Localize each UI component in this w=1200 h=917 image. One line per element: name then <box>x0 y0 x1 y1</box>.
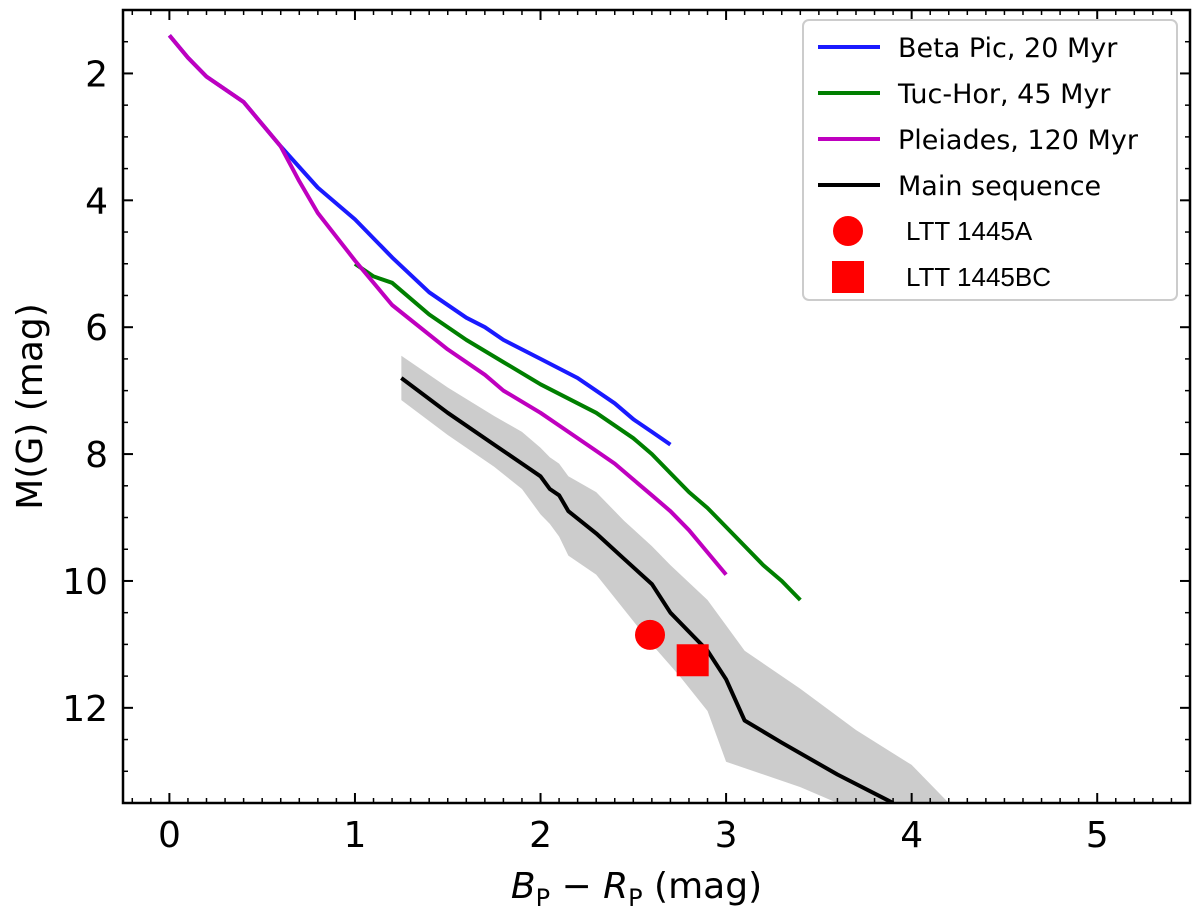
y-axis-label: M(G) (mag) <box>10 303 51 510</box>
x-tick-label: 5 <box>1086 815 1109 856</box>
legend-label-ltt-1445a: LTT 1445A <box>906 216 1033 246</box>
plot-content <box>167 34 949 803</box>
x-axis-label: BP − RP (mag) <box>511 866 762 912</box>
y-tick-label: 8 <box>85 435 108 476</box>
y-tick-label: 4 <box>85 181 108 222</box>
axes <box>121 8 1192 805</box>
legend-box <box>802 19 1178 301</box>
x-tick-label: 3 <box>715 815 738 856</box>
y-tick-label: 10 <box>62 562 108 603</box>
y-tick-label: 12 <box>62 689 108 730</box>
plot-frame <box>121 8 1192 805</box>
legend-label-ltt-1445bc: LTT 1445BC <box>906 262 1051 292</box>
legend-label-pleiades-120-myr: Pleiades, 120 Myr <box>898 125 1139 156</box>
y-tick-label: 2 <box>85 54 108 95</box>
legend-label-main-sequence: Main sequence <box>898 171 1101 202</box>
x-tick-label: 2 <box>529 815 552 856</box>
x-tick-label: 1 <box>344 815 367 856</box>
point-ltt-1445bc <box>676 644 709 677</box>
legend-marker-ltt-1445bc <box>832 261 864 293</box>
legend: Beta Pic, 20 Myr Tuc-Hor, 45 Myr Pleiades,… <box>802 19 1178 301</box>
series-line-main-sequence <box>400 376 895 803</box>
y-tick-label: 6 <box>85 308 108 349</box>
series-line-pleiades-120-myr <box>167 34 728 576</box>
legend-label-beta-pic-20-myr: Beta Pic, 20 Myr <box>898 33 1118 64</box>
point-ltt-1445a <box>635 619 666 650</box>
series-line-tuc-hor-45-myr <box>353 262 802 602</box>
main-sequence-band <box>401 355 949 803</box>
x-tick-label: 4 <box>900 815 923 856</box>
x-tick-label: 0 <box>158 815 181 856</box>
legend-marker-ltt-1445a <box>833 216 863 246</box>
legend-label-tuc-hor-45-myr: Tuc-Hor, 45 Myr <box>897 79 1111 110</box>
